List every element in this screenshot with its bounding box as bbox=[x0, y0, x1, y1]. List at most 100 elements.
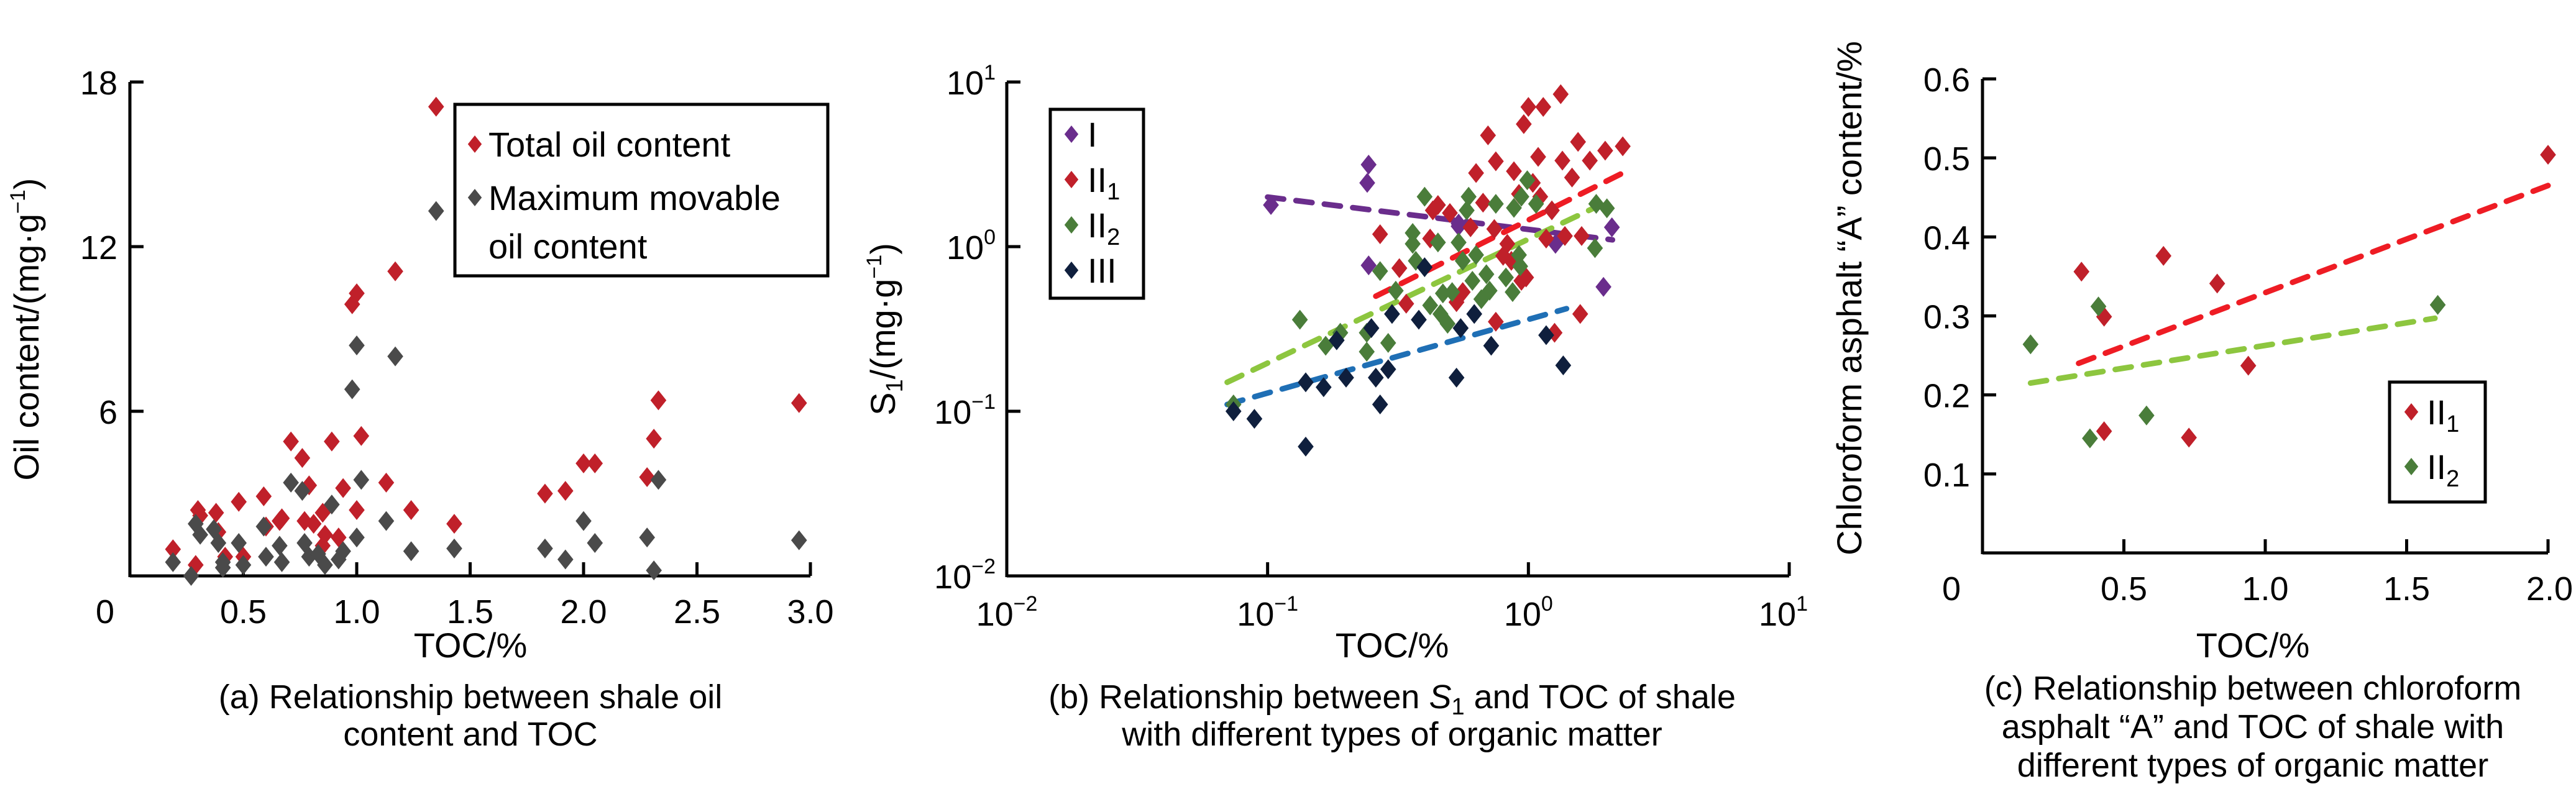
panel-a-x-tick-label: 2.5 bbox=[674, 593, 720, 631]
panel-b-trendline-i bbox=[1265, 194, 1616, 243]
panel-a-point-maximum-movable-oil-content bbox=[378, 511, 395, 531]
panel-b-point-ii2 bbox=[1454, 250, 1471, 271]
panel-a-x-tick-label: 1.0 bbox=[333, 593, 380, 631]
panel-b-point-ii2 bbox=[1359, 342, 1375, 362]
panel-b-point-ii1 bbox=[1475, 193, 1492, 213]
panel-a-point-maximum-movable-oil-content bbox=[557, 549, 574, 570]
panel-b-point-iii bbox=[1225, 401, 1242, 421]
panel-b-point-ii1 bbox=[1503, 250, 1519, 271]
panel-a-point-maximum-movable-oil-content bbox=[283, 472, 299, 493]
panel-b-trendline-ii2 bbox=[1224, 201, 1604, 385]
panel-a-point-maximum-movable-oil-content bbox=[646, 560, 662, 581]
panel-a-point-maximum-movable-oil-content bbox=[353, 470, 370, 490]
panel-b-point-ii1 bbox=[1552, 84, 1569, 104]
panel-a-point-total-oil-content bbox=[349, 283, 365, 304]
panel-b-point-i bbox=[1547, 234, 1564, 254]
panel-a-point-maximum-movable-oil-content bbox=[231, 533, 247, 553]
panel-b-caption-line-2: with different types of organic matter bbox=[1121, 716, 1662, 753]
panel-a-point-maximum-movable-oil-content bbox=[255, 516, 272, 537]
panel-b-point-iii bbox=[1368, 367, 1384, 388]
panel-b-xlabel: TOC/% bbox=[1336, 626, 1449, 665]
panel-b-point-ii1 bbox=[1615, 136, 1631, 157]
panel-a-point-maximum-movable-oil-content bbox=[294, 481, 311, 501]
panel-b-axes: 10−2 10−1 100 101 10−2 10−1 100 101 bbox=[934, 61, 1808, 633]
panel-c-y-tick-label: 0.6 bbox=[1923, 62, 1970, 99]
panel-a-point-maximum-movable-oil-content bbox=[296, 533, 313, 553]
panel-a-point-maximum-movable-oil-content bbox=[165, 552, 181, 572]
panel-b-point-ii2 bbox=[1482, 280, 1498, 301]
panel-b-point-ii1 bbox=[1480, 125, 1497, 145]
panel-a-caption-line-1: (a) Relationship between shale oil bbox=[219, 678, 722, 716]
panel-a-point-maximum-movable-oil-content bbox=[387, 346, 403, 367]
panel-c-x-tick-label: 2.0 bbox=[2526, 570, 2573, 608]
panel-a-caption-line-2: content and TOC bbox=[343, 716, 597, 753]
panel-b-y-tick-label: 10−2 bbox=[934, 555, 996, 596]
panel-a-point-maximum-movable-oil-content bbox=[650, 470, 667, 490]
panel-a-legend-marker-total bbox=[467, 135, 482, 153]
panel-b-point-ii2 bbox=[1372, 261, 1388, 281]
panel-b-point-i bbox=[1603, 217, 1620, 237]
panel-b-trendline-iii bbox=[1224, 306, 1570, 408]
panel-a-point-maximum-movable-oil-content bbox=[214, 557, 231, 578]
panel-c-axes: 0 0.5 1.0 1.5 2.0 0.1 0.2 0.3 0.4 0.5 0.6 bbox=[1923, 62, 2573, 608]
panel-b-point-ii1 bbox=[1557, 226, 1573, 246]
panel-a-point-total-oil-content bbox=[301, 475, 318, 496]
panel-a-point-maximum-movable-oil-content bbox=[587, 533, 603, 553]
panel-a-point-maximum-movable-oil-content bbox=[206, 519, 222, 539]
panel-b-point-ii1 bbox=[1574, 226, 1590, 246]
panel-b-point-iii bbox=[1411, 309, 1427, 330]
panel-a-point-total-oil-content bbox=[324, 431, 340, 452]
panel-b-point-ii2 bbox=[1459, 200, 1475, 221]
panel-a-point-maximum-movable-oil-content bbox=[446, 538, 462, 559]
panel-a-point-total-oil-content bbox=[403, 500, 419, 520]
panel-a-point-maximum-movable-oil-content bbox=[324, 495, 340, 515]
panel-a-legend-box bbox=[453, 103, 830, 278]
panel-b-point-iii bbox=[1363, 318, 1380, 339]
panel-c-xlabel: TOC/% bbox=[2196, 626, 2310, 665]
panel-a-point-maximum-movable-oil-content bbox=[537, 538, 553, 559]
panel-b-point-ii2 bbox=[1506, 198, 1522, 218]
panel-a-point-total-oil-content bbox=[283, 431, 299, 452]
panel-b-point-iii bbox=[1555, 355, 1572, 376]
panel-b-point-ii1 bbox=[1495, 245, 1511, 266]
panel-c-point-ii1 bbox=[2540, 145, 2556, 165]
panel-a-point-total-oil-content bbox=[305, 514, 322, 534]
panel-a-point-total-oil-content bbox=[428, 96, 444, 117]
panel-a-point-total-oil-content bbox=[188, 555, 204, 575]
panel-c-legend-box bbox=[2388, 380, 2487, 504]
panel-b-point-iii bbox=[1372, 394, 1388, 415]
panel-a-point-maximum-movable-oil-content bbox=[235, 555, 252, 575]
panel-b-point-ii1 bbox=[1530, 147, 1546, 167]
panel-b-point-ii1 bbox=[1570, 132, 1587, 152]
panel-b-point-ii1 bbox=[1506, 161, 1522, 181]
panel-a-point-maximum-movable-oil-content bbox=[349, 527, 365, 548]
panel-b-y-tick-label: 100 bbox=[947, 226, 996, 267]
panel-b-caption-line-1: (b) Relationship between S1 and TOC of s… bbox=[1048, 678, 1736, 720]
panel-a-point-total-oil-content bbox=[294, 448, 311, 468]
panel-a-point-maximum-movable-oil-content bbox=[344, 379, 360, 399]
panel-c-y-tick-label: 0.3 bbox=[1923, 299, 1970, 336]
panel-b-point-iii bbox=[1316, 377, 1332, 398]
panel-b-point-ii1 bbox=[1554, 150, 1570, 171]
panel-b-point-ii2 bbox=[1434, 283, 1451, 304]
panel-b-point-ii2 bbox=[1513, 186, 1529, 207]
panel-b-point-i bbox=[1451, 216, 1467, 237]
panel-b-point-ii2 bbox=[1380, 333, 1396, 353]
panel-b-x-tick-label: 10−1 bbox=[1237, 592, 1298, 633]
panel-b-point-iii bbox=[1338, 367, 1354, 388]
panel-a-point-total-oil-content bbox=[296, 511, 313, 531]
panel-b-point-ii2 bbox=[1429, 232, 1446, 253]
panel-b-point-ii1 bbox=[1520, 97, 1537, 117]
panel-a-point-maximum-movable-oil-content bbox=[575, 511, 592, 531]
panel-c-x-tick-label: 1.5 bbox=[2383, 570, 2430, 608]
panel-b-trendline-ii1 bbox=[1373, 170, 1626, 299]
panel-c-y-tick-label: 0.1 bbox=[1923, 457, 1970, 494]
panel-a-x-tick-label: 3.0 bbox=[787, 593, 833, 631]
panel-b-point-ii1 bbox=[1462, 217, 1479, 237]
panel-b-point-ii1 bbox=[1442, 203, 1458, 223]
panel-a-point-total-oil-content bbox=[335, 478, 351, 498]
panel-b-legend-marker-ii2 bbox=[1064, 216, 1079, 234]
